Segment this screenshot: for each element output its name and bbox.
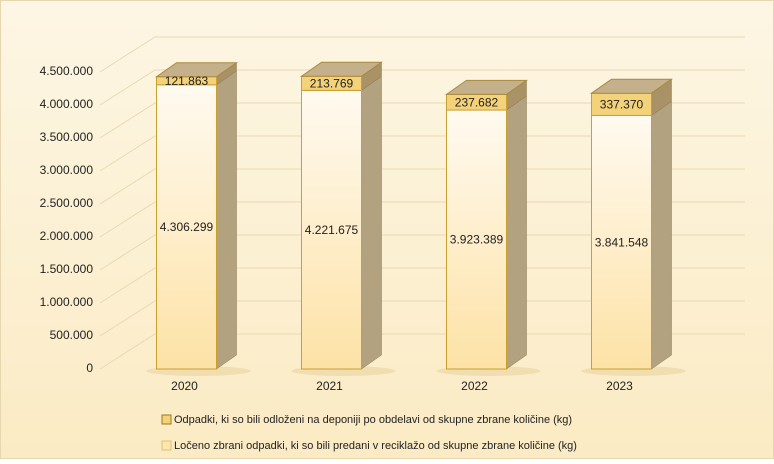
y-tick-label: 2.000.000 bbox=[40, 229, 94, 243]
bar bbox=[591, 114, 652, 370]
grid-line bbox=[99, 201, 745, 238]
legend-swatch bbox=[161, 414, 172, 425]
y-tick-label: 0 bbox=[86, 361, 93, 375]
bar-top bbox=[299, 61, 384, 77]
x-tick-label: 2023 bbox=[606, 379, 633, 393]
bar-side bbox=[361, 75, 382, 370]
bar-top bbox=[154, 62, 239, 78]
grid-line bbox=[99, 69, 745, 106]
bar bbox=[446, 109, 507, 370]
x-tick-label: 2022 bbox=[461, 379, 488, 393]
legend-label: Ločeno zbrani odpadki, ki so bili predan… bbox=[174, 440, 577, 452]
grid-line bbox=[99, 300, 745, 337]
y-tick-label: 2.500.000 bbox=[40, 196, 94, 210]
bar-side bbox=[216, 70, 237, 370]
y-tick-label: 1.500.000 bbox=[40, 262, 94, 276]
grid-line bbox=[99, 102, 745, 139]
value-label: 3.841.548 bbox=[595, 235, 649, 249]
y-tick-label: 3.000.000 bbox=[40, 163, 94, 177]
legend-label: Odpadki, ki so bili odloženi na deponiji… bbox=[174, 414, 572, 426]
grid-line bbox=[99, 234, 745, 271]
value-label: 121.863 bbox=[165, 74, 209, 88]
x-tick-label: 2020 bbox=[171, 379, 198, 393]
y-tick-label: 4.000.000 bbox=[40, 97, 94, 111]
grid-line bbox=[99, 168, 745, 205]
y-tick-label: 1.000.000 bbox=[40, 295, 94, 309]
value-label: 213.769 bbox=[310, 76, 354, 90]
bar-top bbox=[444, 79, 529, 95]
value-label: 337.370 bbox=[600, 97, 644, 111]
grid-line bbox=[99, 333, 745, 370]
grid-line bbox=[99, 36, 745, 73]
value-label: 3.923.389 bbox=[450, 233, 504, 247]
grid-line bbox=[99, 135, 745, 172]
bar bbox=[301, 89, 362, 370]
y-tick-label: 3.500.000 bbox=[40, 130, 94, 144]
value-label: 237.682 bbox=[455, 95, 499, 109]
bar-side bbox=[506, 95, 527, 370]
bar-side bbox=[651, 100, 672, 370]
x-tick-label: 2021 bbox=[316, 379, 343, 393]
value-label: 4.221.675 bbox=[305, 223, 359, 237]
value-label: 4.306.299 bbox=[160, 220, 214, 234]
y-tick-label: 500.000 bbox=[50, 328, 94, 342]
bar-top bbox=[589, 78, 674, 94]
bar bbox=[156, 84, 217, 370]
legend-swatch bbox=[161, 440, 172, 451]
grid-line bbox=[99, 267, 745, 304]
y-tick-label: 4.500.000 bbox=[40, 64, 94, 78]
